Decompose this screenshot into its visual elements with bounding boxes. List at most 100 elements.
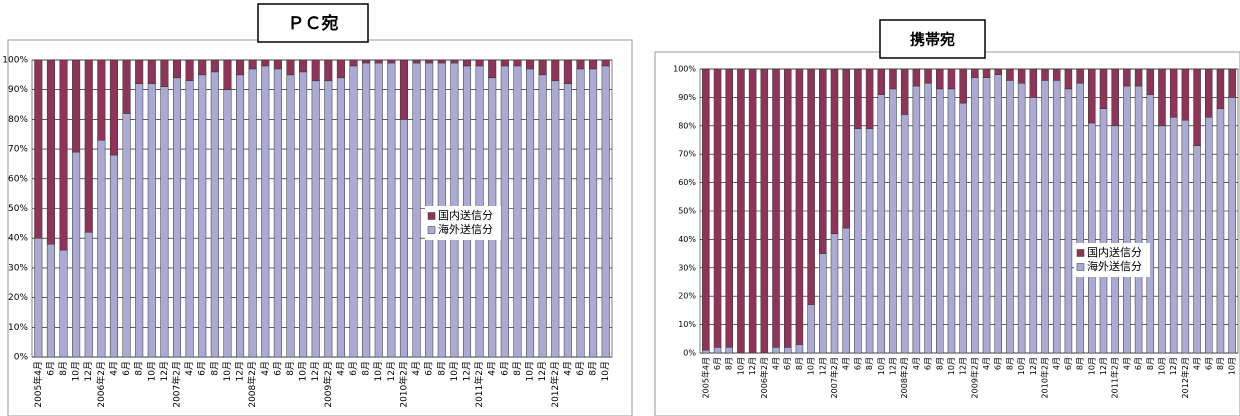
legend-box xyxy=(1074,243,1150,277)
x-tick-label: 2011年2月 xyxy=(473,361,485,408)
x-tick-label: 8月 xyxy=(1076,357,1085,370)
bar-segment xyxy=(412,59,421,64)
x-tick-label: 2005年4月 xyxy=(700,357,710,398)
bar-segment xyxy=(210,59,219,73)
x-tick-label: 10月 xyxy=(71,361,82,381)
x-tick-label: 12月 xyxy=(159,361,170,381)
x-tick-label: 6月 xyxy=(499,361,510,376)
y-tick-label: 0% xyxy=(14,353,29,363)
bar-segment xyxy=(538,59,547,76)
bar-segment xyxy=(236,59,245,76)
bar-segment xyxy=(854,68,862,129)
bar-segment xyxy=(819,68,827,254)
bar-segment xyxy=(349,65,358,358)
bar-segment xyxy=(362,59,371,64)
chart-title: 携帯宛 xyxy=(910,31,955,49)
x-tick-label: 2008年2月 xyxy=(246,361,258,408)
x-tick-label: 8月 xyxy=(209,361,220,376)
x-tick-label: 10月 xyxy=(1157,357,1166,375)
x-tick-label: 6月 xyxy=(197,361,208,376)
legend-swatch xyxy=(1076,263,1085,271)
x-tick-label: 8月 xyxy=(134,361,145,376)
x-tick-label: 6月 xyxy=(994,357,1003,370)
bar-segment xyxy=(500,65,509,358)
bar-segment xyxy=(1123,68,1131,87)
bar-segment xyxy=(299,71,308,358)
bar-segment xyxy=(877,68,886,95)
bar-segment xyxy=(842,227,850,354)
x-tick-label: 4月 xyxy=(260,361,271,376)
y-tick-label: 10% xyxy=(8,323,28,333)
bar-segment xyxy=(748,68,757,354)
bar-segment xyxy=(46,243,55,358)
bar-segment xyxy=(1216,108,1225,354)
x-tick-label: 2010年2月 xyxy=(1040,357,1050,398)
x-tick-label: 10月 xyxy=(736,357,745,375)
bar-segment xyxy=(513,59,522,67)
bar-segment xyxy=(807,304,815,354)
bar-segment xyxy=(982,77,991,354)
bar-segment xyxy=(702,349,710,354)
y-tick-label: 20% xyxy=(8,293,28,303)
bar-segment xyxy=(248,68,257,358)
legend-swatch xyxy=(427,226,436,234)
bar-segment xyxy=(399,119,408,358)
bar-segment xyxy=(994,74,1002,354)
x-tick-label: 10月 xyxy=(146,361,157,381)
y-tick-label: 20% xyxy=(678,292,696,301)
x-tick-label: 4月 xyxy=(772,357,781,370)
bar-segment xyxy=(725,68,733,348)
bar-segment xyxy=(1017,68,1026,84)
bar-segment xyxy=(135,83,144,358)
bar-segment xyxy=(97,139,106,358)
x-tick-label: 2006年2月 xyxy=(95,361,107,408)
bar-segment xyxy=(425,59,434,64)
bar-segment xyxy=(374,59,383,64)
bar-segment xyxy=(1006,68,1014,81)
x-tick-label: 6月 xyxy=(272,361,283,376)
bar-segment xyxy=(713,347,722,354)
y-tick-label: 90% xyxy=(8,85,28,95)
y-tick-label: 10% xyxy=(678,320,696,329)
x-tick-label: 6月 xyxy=(783,357,792,370)
bar-segment xyxy=(362,62,371,358)
y-tick-label: 30% xyxy=(8,263,28,273)
legend-label: 国内送信分 xyxy=(1087,245,1142,259)
y-tick-label: 0% xyxy=(683,349,696,358)
bar-segment xyxy=(830,233,839,354)
bar-segment xyxy=(924,68,932,84)
x-tick-label: 4月 xyxy=(912,357,921,370)
bar-segment xyxy=(336,59,345,79)
bar-segment xyxy=(1111,68,1119,127)
bar-segment xyxy=(783,347,792,354)
y-tick-label: 70% xyxy=(678,150,696,159)
x-tick-label: 8月 xyxy=(865,357,874,370)
bar-segment xyxy=(1228,97,1236,354)
bar-segment xyxy=(122,113,131,358)
bar-segment xyxy=(526,59,535,70)
y-tick-label: 60% xyxy=(678,178,696,187)
x-tick-label: 4月 xyxy=(982,357,991,370)
x-tick-label: 12月 xyxy=(888,357,897,375)
bar-segment xyxy=(589,59,598,70)
bar-segment xyxy=(854,128,862,354)
bar-segment xyxy=(1052,68,1061,81)
bar-segment xyxy=(1228,68,1236,98)
y-tick-label: 100% xyxy=(2,56,28,66)
bar-segment xyxy=(59,249,68,358)
x-tick-label: 8月 xyxy=(1216,357,1225,370)
bar-segment xyxy=(412,62,421,358)
legend-box xyxy=(425,206,501,240)
x-tick-label: 6月 xyxy=(713,357,722,370)
bar-segment xyxy=(349,59,358,67)
bar-segment xyxy=(713,68,722,348)
bar-segment xyxy=(1169,117,1178,354)
x-tick-label: 10月 xyxy=(298,361,309,381)
y-tick-label: 80% xyxy=(678,121,696,130)
bar-segment xyxy=(1111,125,1119,354)
bar-segment xyxy=(1064,88,1073,354)
x-tick-label: 12月 xyxy=(748,357,757,375)
x-tick-label: 10月 xyxy=(525,361,536,381)
bar-segment xyxy=(1099,108,1108,354)
